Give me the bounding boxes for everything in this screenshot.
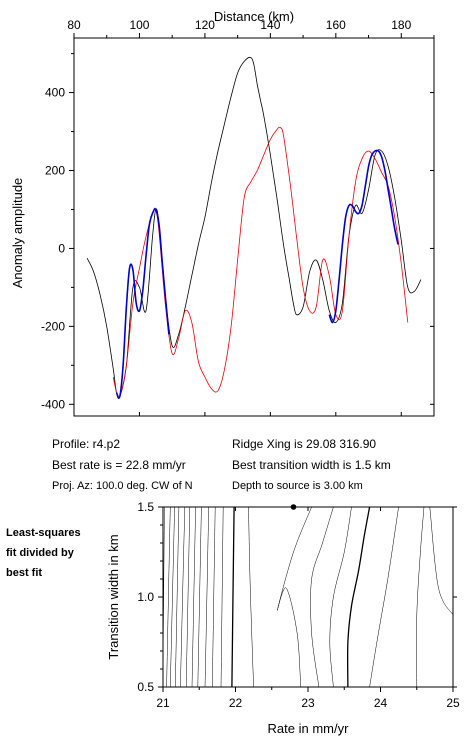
contour-line bbox=[204, 506, 209, 688]
top-y-tick-label: -400 bbox=[41, 397, 65, 411]
side-note: Least-squares fit divided by best fit bbox=[6, 527, 81, 579]
bottom-x-axis-label: Rate in mm/yr bbox=[268, 721, 350, 736]
contour-line bbox=[212, 506, 216, 688]
profile-text: Profile: r4.p2 bbox=[52, 437, 120, 451]
anomaly-profile-plot: 80 100 120 140 160 180 -400 -200 0 200 400 Distanc… bbox=[10, 9, 435, 417]
contour-line bbox=[220, 506, 224, 688]
bottom-x-tick-label: 25 bbox=[446, 696, 460, 710]
bottom-y-tick-label: 0.5 bbox=[137, 680, 154, 694]
top-y-tick-label: -200 bbox=[41, 319, 65, 333]
top-x-tick-label: 140 bbox=[260, 18, 280, 32]
contour-line bbox=[416, 506, 425, 688]
ridge-xing-text: Ridge Xing is 29.08 316.90 bbox=[232, 437, 376, 451]
contour-line bbox=[170, 506, 175, 688]
contour-lines-group bbox=[162, 504, 454, 688]
contour-line bbox=[180, 506, 186, 688]
contour-line bbox=[329, 506, 352, 688]
fitted-window-line-1 bbox=[115, 208, 170, 399]
info-block: Profile: r4.p2 Best rate is = 22.8 mm/yr… bbox=[52, 437, 391, 492]
bottom-x-tick-label: 24 bbox=[374, 696, 388, 710]
bottom-plot-frame bbox=[162, 506, 454, 688]
side-note-line-1: Least-squares bbox=[6, 527, 81, 539]
top-series-group bbox=[86, 56, 422, 399]
bottom-x-tick-label: 22 bbox=[229, 696, 243, 710]
contour-line bbox=[310, 506, 334, 688]
top-x-tick-label: 120 bbox=[195, 18, 215, 32]
contour-line bbox=[185, 506, 191, 688]
side-note-line-2: fit divided by bbox=[6, 547, 75, 559]
best-rate-text: Best rate is = 22.8 mm/yr bbox=[52, 458, 186, 472]
proj-az-text: Proj. Az: 100.0 deg. CW of N bbox=[52, 480, 193, 492]
contour-line bbox=[248, 506, 254, 688]
top-x-tick-label: 160 bbox=[326, 18, 346, 32]
top-x-axis-label: Distance (km) bbox=[214, 9, 294, 24]
contour-line bbox=[429, 506, 454, 616]
contour-line bbox=[197, 506, 202, 688]
top-x-tick-label: 100 bbox=[129, 18, 149, 32]
bottom-x-tick-label: 23 bbox=[301, 696, 315, 710]
bottom-x-tick-label: 21 bbox=[156, 696, 170, 710]
contour-line-major bbox=[346, 506, 371, 688]
bottom-axis-ticks: 21 22 23 24 25 0.5 1.0 1.5 bbox=[137, 500, 460, 710]
contour-line-major bbox=[231, 506, 235, 688]
top-x-tick-label: 80 bbox=[67, 18, 81, 32]
top-y-tick-label: 0 bbox=[58, 241, 65, 255]
contour-line bbox=[175, 506, 180, 688]
contour-line bbox=[191, 506, 196, 688]
top-y-axis-label: Anomaly amplitude bbox=[10, 178, 25, 289]
top-y-tick-label: 200 bbox=[45, 163, 65, 177]
contour-line bbox=[369, 506, 399, 688]
observed-profile-line bbox=[86, 56, 422, 399]
side-note-line-3: best fit bbox=[6, 567, 42, 579]
best-fit-marker bbox=[290, 504, 297, 510]
top-x-tick-label: 180 bbox=[391, 18, 411, 32]
contour-line bbox=[162, 506, 165, 673]
top-y-tick-label: 400 bbox=[45, 86, 65, 100]
fitted-window-line-2 bbox=[328, 149, 399, 324]
model-profile-line bbox=[112, 126, 409, 399]
contour-line bbox=[166, 506, 171, 688]
best-width-text: Best transition width is 1.5 km bbox=[232, 458, 391, 472]
contour-line bbox=[277, 506, 312, 688]
top-axis-ticks: 80 100 120 140 160 180 -400 -200 0 200 400 bbox=[41, 18, 435, 416]
bottom-y-tick-label: 1.0 bbox=[137, 590, 154, 604]
top-plot-frame bbox=[73, 37, 435, 417]
bottom-y-tick-label: 1.5 bbox=[137, 500, 154, 514]
depth-text: Depth to source is 3.00 km bbox=[232, 480, 363, 492]
bottom-y-axis-label: Transition width in km bbox=[106, 534, 121, 659]
misfit-contour-plot: 21 22 23 24 25 0.5 1.0 1.5 Rate in mm/yr Transi… bbox=[106, 500, 460, 736]
